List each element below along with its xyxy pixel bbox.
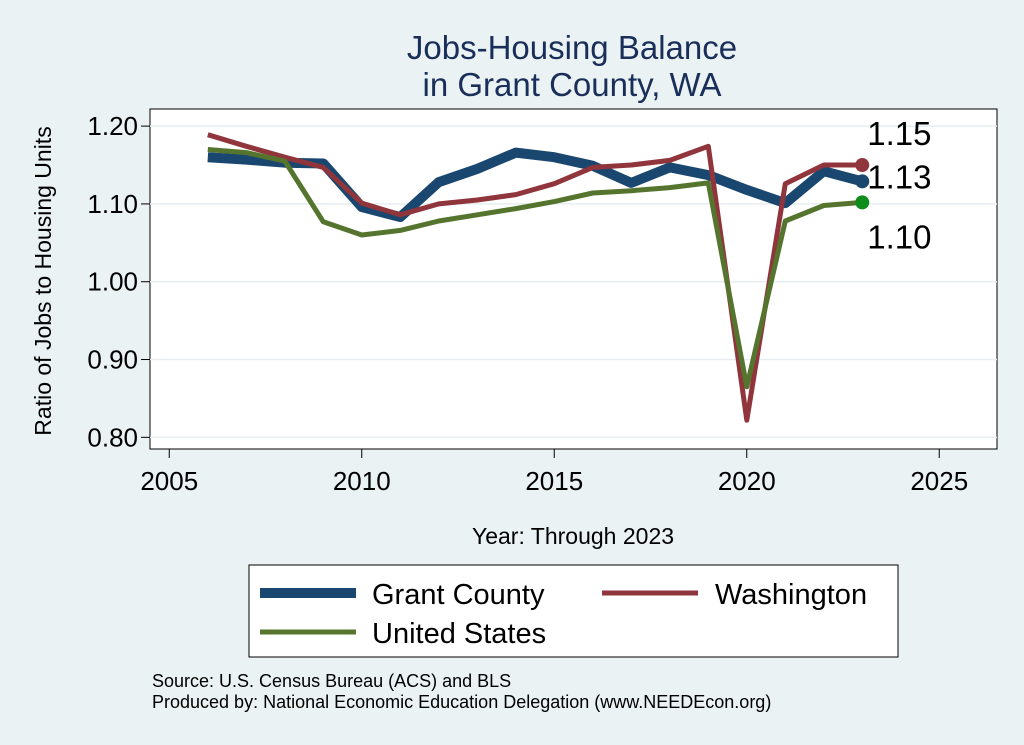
end-marker-washington [855, 158, 870, 173]
source-note: Source: U.S. Census Bureau (ACS) and BLS [152, 671, 511, 691]
end-labels: 1.13 1.15 1.10 [855, 115, 931, 255]
x-tick-label: 2005 [140, 466, 198, 496]
series-line-washington [207, 132, 863, 423]
legend: Grant County Washington United States [248, 564, 899, 658]
grid-lines [150, 125, 997, 439]
legend-label-washington: Washington [715, 579, 867, 611]
legend-label-grant-county: Grant County [372, 579, 545, 611]
y-axis-title: Ratio of Jobs to Housing Units [30, 126, 56, 435]
y-tick-label: 1.20 [87, 111, 138, 141]
series-lines [207, 132, 864, 423]
chart-title-line-2: in Grant County, WA [423, 66, 722, 103]
end-label-grant-county: 1.13 [867, 158, 931, 195]
end-label-washington: 1.15 [867, 115, 931, 152]
y-tick-label: 1.10 [87, 189, 138, 219]
legend-box [248, 564, 899, 658]
x-axis-title: Year: Through 2023 [472, 523, 674, 549]
y-tick-label: 0.90 [87, 345, 138, 375]
y-axis: 0.80 0.90 1.00 1.10 1.20 [87, 111, 150, 452]
x-tick-label: 2010 [333, 466, 391, 496]
end-marker-united-states [855, 195, 870, 210]
series-line-united-states [207, 147, 863, 390]
y-tick-label: 0.80 [87, 422, 138, 452]
end-label-united-states: 1.10 [867, 218, 931, 255]
x-axis: 2005 2010 2015 2020 2025 [140, 449, 968, 496]
legend-label-united-states: United States [372, 618, 546, 650]
produced-note: Produced by: National Economic Education… [152, 692, 771, 712]
y-tick-label: 1.00 [87, 267, 138, 297]
x-tick-label: 2015 [525, 466, 583, 496]
x-tick-label: 2020 [718, 466, 776, 496]
chart-title-line-1: Jobs-Housing Balance [407, 29, 737, 66]
end-marker-grant-county [855, 174, 870, 189]
x-tick-label: 2025 [910, 466, 968, 496]
